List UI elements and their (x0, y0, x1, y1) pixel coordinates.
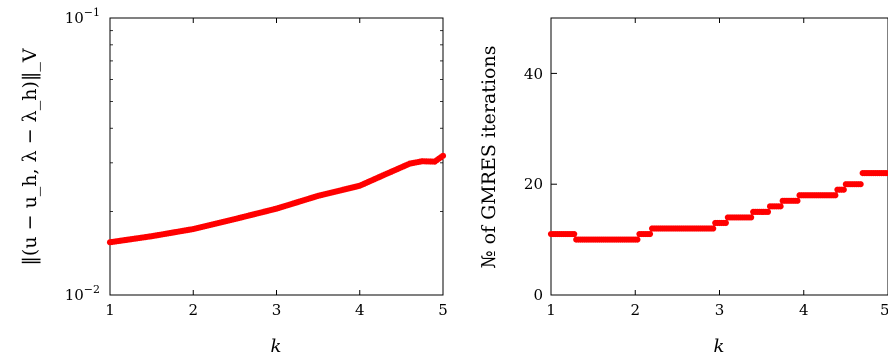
y-tick-exponent: −1 (84, 6, 100, 19)
x-tick-label: 5 (438, 301, 448, 319)
data-series (106, 152, 447, 246)
x-tick-label: 1 (105, 301, 115, 319)
y-tick-base: 10 (65, 286, 84, 304)
data-point (747, 214, 755, 221)
x-tick-label: 4 (355, 301, 365, 319)
x-axis-label: k (714, 336, 725, 356)
data-point (857, 181, 864, 188)
panel-error-norm: 1 2 3 4 5 10−2 10−1 k ‖(u − u_h, λ − λ_h… (19, 6, 448, 356)
y-tick-exponent: −2 (84, 283, 100, 296)
x-tick-label: 2 (630, 301, 640, 319)
panel-gmres-iterations: 1 2 3 4 5 0 20 40 k № of GMRES iteration… (478, 17, 888, 356)
x-axis-label: k (271, 336, 282, 356)
y-axis-label: ‖(u − u_h, λ − λ_h)‖_V (19, 48, 41, 265)
data-point (634, 236, 641, 243)
tick-labels: 1 2 3 4 5 10−2 10−1 (65, 6, 448, 319)
data-point (764, 208, 772, 215)
tick-labels: 1 2 3 4 5 0 20 40 (524, 65, 888, 319)
data-point (832, 192, 839, 199)
data-point (794, 197, 801, 204)
y-tick-base: 10 (65, 9, 84, 27)
x-tick-label: 3 (715, 301, 725, 319)
y-tick-label: 10−2 (65, 283, 100, 304)
data-point (710, 225, 717, 232)
data-point (840, 186, 847, 193)
y-axis-label: № of GMRES iterations (478, 46, 500, 269)
data-point (777, 203, 784, 210)
plot-frame (109, 17, 444, 296)
data-series (547, 170, 888, 243)
x-tick-label: 4 (799, 301, 809, 319)
plot-frame (550, 17, 888, 296)
data-point (722, 219, 729, 227)
data-point (884, 170, 888, 177)
x-tick-label: 1 (546, 301, 556, 319)
y-tick-label: 40 (524, 65, 543, 83)
y-tick-label: 20 (524, 175, 543, 193)
y-tick-label: 0 (533, 286, 543, 304)
tick-marks (109, 17, 444, 296)
data-point (646, 230, 654, 238)
data-point (439, 152, 447, 159)
data-point (571, 230, 578, 238)
x-tick-label: 2 (188, 301, 198, 319)
y-tick-label: 10−1 (65, 6, 100, 27)
tick-marks (550, 18, 888, 296)
x-tick-label: 5 (880, 301, 888, 319)
x-tick-label: 3 (272, 301, 282, 319)
